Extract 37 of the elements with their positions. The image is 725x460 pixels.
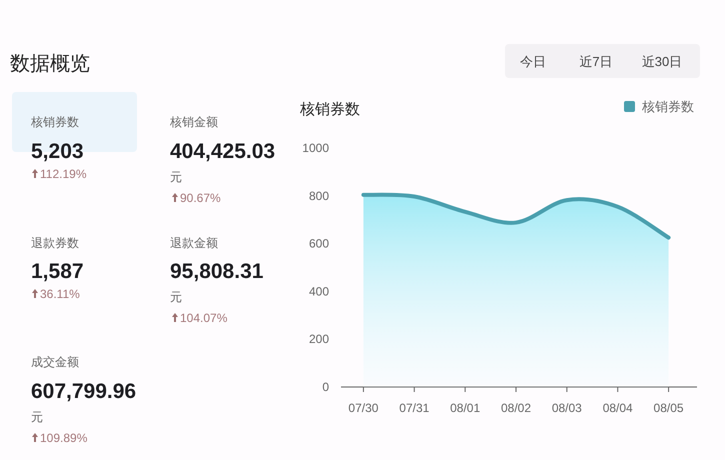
x-tick-label: 07/31: [399, 401, 430, 415]
y-tick-label: 800: [308, 188, 330, 203]
text: 元: [31, 410, 43, 424]
text: 近30日: [642, 54, 682, 69]
legend-label: 核销券数: [641, 99, 694, 114]
y-tick-label: 600: [308, 236, 330, 251]
text: 退款金额: [170, 236, 218, 250]
text: 元: [170, 290, 182, 304]
text: 36.11%: [40, 287, 80, 301]
y-tick-label: 1000: [302, 141, 330, 155]
x-tick-label: 08/05: [654, 401, 684, 415]
x-tick-label: 08/01: [450, 401, 480, 415]
text: 5,203: [31, 140, 84, 163]
text: 核销券数: [30, 115, 79, 129]
x-tick-label: 08/04: [602, 401, 634, 415]
x-tick-label: 08/02: [500, 401, 532, 415]
y-tick-label: 400: [308, 284, 330, 298]
text: 退款券数: [31, 236, 79, 250]
y-tick-label: 0: [322, 380, 330, 394]
x-tick-label: 08/03: [552, 401, 582, 415]
text: 104.07%: [180, 311, 228, 325]
text: 109.89%: [40, 431, 88, 445]
text: 90.67%: [180, 191, 222, 205]
text: 今日: [520, 54, 546, 69]
chart-title: 核销券数: [299, 101, 360, 118]
text: 近7日: [579, 54, 613, 69]
text: 404,425.03: [170, 140, 276, 163]
text: 95,808.31: [170, 260, 264, 283]
text: 核销金额: [169, 115, 218, 129]
y-tick-label: 200: [308, 332, 330, 346]
text: 数据概览: [10, 53, 90, 75]
text: 1,587: [31, 260, 84, 283]
text: 元: [170, 170, 182, 184]
text: 成交金额: [31, 355, 79, 369]
text: 607,799.96: [31, 380, 136, 403]
text: 112.19%: [40, 167, 87, 181]
x-tick-label: 07/30: [348, 401, 379, 415]
